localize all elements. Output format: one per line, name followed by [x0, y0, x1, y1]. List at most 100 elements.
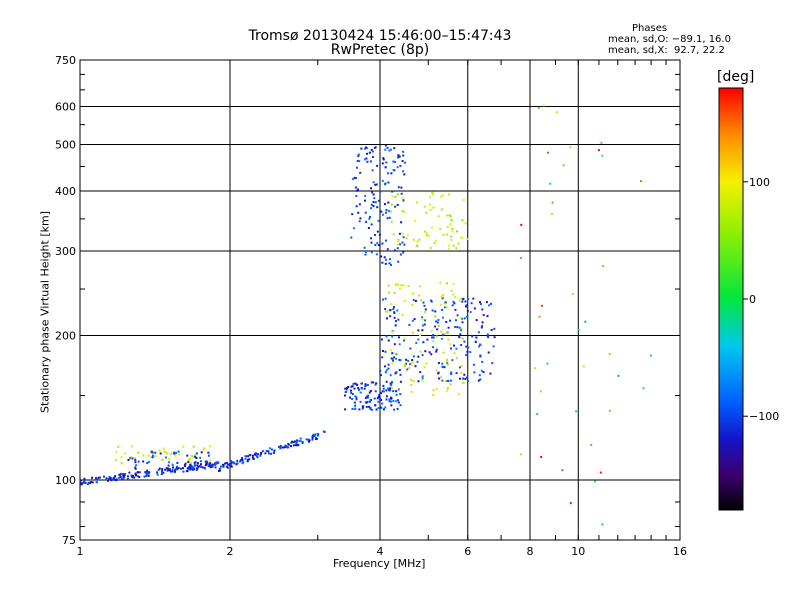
- data-point: [455, 347, 458, 350]
- data-point: [353, 176, 356, 179]
- data-point: [448, 247, 451, 250]
- data-point: [464, 222, 467, 225]
- data-point: [380, 374, 382, 377]
- data-point: [452, 300, 455, 303]
- data-point: [472, 363, 475, 366]
- data-point: [399, 404, 402, 407]
- data-point: [312, 433, 315, 436]
- data-point: [461, 219, 464, 222]
- data-point: [172, 452, 175, 455]
- data-point: [87, 481, 90, 484]
- data-point: [177, 450, 180, 453]
- data-point: [134, 466, 137, 469]
- data-point: [350, 391, 353, 394]
- data-point: [388, 210, 390, 213]
- data-point: [150, 450, 153, 453]
- data-point: [354, 186, 357, 189]
- data-point: [360, 382, 363, 385]
- data-point: [537, 107, 540, 110]
- data-point: [270, 452, 273, 455]
- data-point: [466, 309, 469, 312]
- data-point: [161, 471, 163, 474]
- data-point: [246, 458, 249, 461]
- data-point: [394, 324, 397, 327]
- data-point: [351, 178, 354, 181]
- data-point: [95, 481, 98, 484]
- data-point: [471, 335, 474, 338]
- data-point: [423, 304, 426, 307]
- data-point: [478, 345, 481, 348]
- data-point: [373, 197, 376, 200]
- x-tick-label: 4: [377, 545, 384, 558]
- data-point: [372, 381, 375, 384]
- data-point: [395, 400, 398, 403]
- data-point: [219, 469, 222, 472]
- data-point: [268, 452, 270, 455]
- data-point: [317, 434, 320, 437]
- data-point: [109, 477, 112, 480]
- data-point: [469, 311, 472, 313]
- data-point: [445, 306, 448, 309]
- data-point: [601, 523, 604, 526]
- data-point: [420, 299, 423, 302]
- data-point: [449, 383, 452, 386]
- data-point: [403, 211, 406, 213]
- data-point: [358, 388, 361, 391]
- data-point: [366, 384, 369, 387]
- data-point: [397, 283, 399, 286]
- data-point: [383, 365, 386, 368]
- data-point: [363, 387, 366, 390]
- y-tick-label: 100: [55, 474, 76, 487]
- data-point: [456, 326, 459, 329]
- data-point: [278, 446, 280, 448]
- data-point: [148, 461, 150, 463]
- data-point: [133, 457, 136, 460]
- data-point: [397, 240, 400, 242]
- data-point: [392, 308, 395, 311]
- data-point: [451, 359, 454, 362]
- chart-title: Tromsø 20130424 15:46:00–15:47:43: [248, 28, 512, 44]
- data-point: [296, 439, 298, 442]
- data-point: [247, 455, 250, 458]
- data-point: [190, 454, 193, 457]
- data-point: [396, 399, 399, 402]
- data-point: [376, 164, 379, 167]
- data-point: [389, 309, 392, 312]
- data-point: [322, 430, 325, 433]
- data-point: [148, 471, 151, 474]
- data-point: [370, 203, 373, 206]
- data-point: [135, 474, 137, 477]
- data-point: [393, 147, 396, 150]
- data-point: [366, 395, 368, 398]
- data-point: [449, 343, 452, 346]
- data-point: [122, 478, 125, 480]
- data-point: [349, 396, 351, 399]
- data-point: [110, 479, 113, 482]
- data-point: [164, 451, 167, 454]
- data-point: [448, 193, 451, 196]
- data-point: [358, 203, 361, 206]
- data-point: [446, 330, 449, 333]
- data-point: [187, 461, 190, 463]
- data-point: [312, 435, 315, 438]
- data-point: [146, 469, 149, 472]
- data-point: [481, 360, 484, 363]
- data-point: [218, 467, 221, 470]
- data-point: [272, 452, 275, 454]
- data-point: [452, 293, 455, 296]
- data-point: [377, 400, 380, 403]
- data-point: [443, 333, 446, 335]
- y-tick-label: 750: [55, 54, 76, 67]
- data-point: [370, 207, 373, 210]
- phases-title: Phases: [632, 23, 668, 34]
- data-point: [551, 201, 554, 204]
- data-point: [161, 458, 164, 461]
- data-point: [146, 471, 149, 474]
- data-point: [402, 154, 405, 157]
- data-point: [365, 401, 368, 404]
- data-point: [393, 292, 396, 294]
- data-point: [390, 203, 393, 206]
- data-point: [434, 310, 437, 313]
- data-point: [390, 357, 393, 360]
- data-point: [428, 196, 431, 199]
